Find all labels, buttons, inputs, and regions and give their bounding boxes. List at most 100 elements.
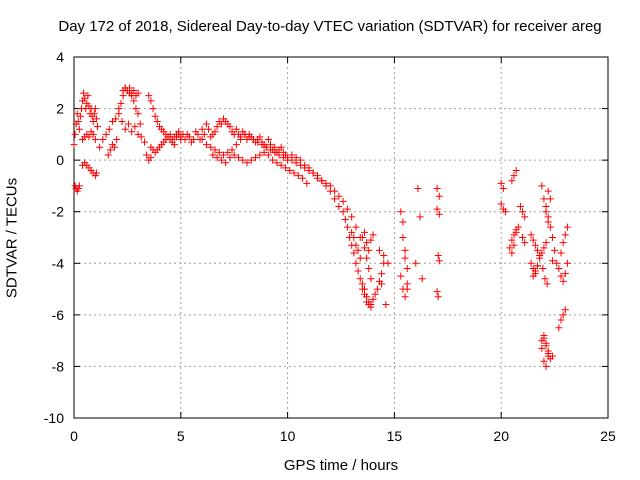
data-point [104,151,112,159]
y-tick-label: -4 [52,255,65,271]
data-point [497,179,505,187]
data-point [516,203,524,211]
data-point [559,277,567,285]
data-point [92,169,100,177]
data-point [126,84,134,92]
data-point [339,197,347,205]
data-point [322,179,330,187]
data-point [363,293,371,301]
data-point [557,249,565,257]
data-point [143,151,151,159]
data-point [350,249,358,257]
data-point [369,231,377,239]
data-point [213,123,221,131]
data-point [202,120,210,128]
data-point [529,272,537,280]
data-point [271,148,279,156]
data-point [264,151,272,159]
data-point [202,141,210,149]
data-point [542,339,550,347]
data-points [70,84,571,370]
plot-frame [73,56,609,419]
data-point [269,156,277,164]
data-point [243,159,251,167]
data-point [209,151,217,159]
data-point [299,174,307,182]
data-point [130,87,138,95]
data-point [356,275,364,283]
data-point [113,136,121,144]
data-point [527,231,535,239]
data-point [506,244,514,252]
data-point [367,236,375,244]
data-point [371,290,379,298]
data-point [559,311,567,319]
data-point [281,164,289,172]
data-point [111,143,119,151]
data-point [350,234,358,241]
data-point [277,143,285,151]
data-point [435,210,443,218]
data-point [534,262,542,270]
data-point [92,115,100,123]
data-point [326,182,334,190]
data-point [335,192,343,200]
data-point [222,159,230,167]
data-point [363,239,371,247]
data-point [339,208,347,216]
y-tick-label: -2 [52,204,65,220]
data-point [198,136,206,144]
data-point [264,136,272,144]
data-point [540,357,548,365]
data-point [256,151,264,159]
data-point [151,112,159,120]
data-point [521,239,529,247]
data-point [544,187,552,195]
data-point [286,166,294,174]
data-point [434,252,442,260]
data-point [134,110,142,118]
data-point [433,185,441,193]
data-point [343,223,351,231]
data-point [335,203,343,211]
data-point [115,105,123,113]
data-point [71,130,79,138]
data-point [194,130,202,138]
data-point [230,151,238,159]
data-point [508,249,516,257]
data-point [226,123,234,131]
data-point [397,272,405,280]
y-tick-label: -8 [52,358,65,374]
data-point [228,146,236,154]
grid-lines [74,57,608,418]
data-point [70,141,78,149]
data-point [267,146,275,154]
data-point [557,316,565,324]
x-tick-label: 15 [387,428,403,444]
data-point [147,97,155,105]
data-point [273,159,281,167]
data-point [541,275,549,283]
data-point [544,218,552,226]
data-point [149,105,157,113]
data-point [542,239,550,247]
data-point [137,133,145,141]
data-point [403,264,411,272]
data-point [258,141,266,149]
data-point [546,223,554,231]
data-point [232,125,240,133]
data-point [105,125,113,133]
data-point [343,205,351,213]
data-point [401,246,409,254]
data-point [548,257,556,265]
data-point [399,234,407,241]
data-point [557,272,565,280]
data-point [497,200,505,208]
data-point [378,270,386,278]
data-point [90,110,98,118]
data-point [434,293,442,301]
data-point [112,115,120,123]
data-point [262,143,270,151]
data-point [205,125,213,133]
